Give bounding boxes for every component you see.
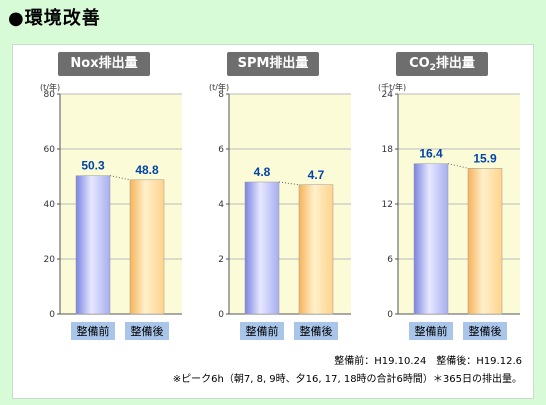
bar-before bbox=[244, 181, 280, 315]
chart-svg-2: (千t/年) 0 6 12 18 24 16.4 15.9 整備前 整備後 bbox=[378, 82, 520, 340]
category-label: 整備前 bbox=[246, 324, 279, 338]
chart-title-text: SPM排出量 bbox=[237, 56, 309, 71]
category-label-bg bbox=[294, 322, 338, 340]
y-tick-label: 18 bbox=[382, 145, 394, 155]
bar-after bbox=[467, 168, 503, 315]
y-tick-label: 6 bbox=[387, 255, 393, 265]
footnote-dates: 整備前：H19.10.24 整備後：H19.12.6 bbox=[334, 356, 522, 367]
category-label: 整備前 bbox=[77, 324, 110, 338]
trend-connector bbox=[447, 163, 469, 169]
value-label: 4.7 bbox=[308, 168, 325, 182]
y-tick-label: 4 bbox=[218, 200, 224, 210]
chart-title-1: SPM排出量 bbox=[227, 52, 319, 76]
chart-title-0: Nox排出量 bbox=[58, 52, 150, 76]
chart-svg-1: (t/年) 0 2 4 6 8 4.8 4.7 整備前 整備後 bbox=[209, 82, 351, 340]
y-tick-label: 0 bbox=[218, 310, 224, 320]
y-tick-label: 24 bbox=[382, 90, 394, 100]
category-label-bg bbox=[71, 322, 115, 340]
chart-title-2: CO2排出量 bbox=[396, 52, 488, 76]
value-label: 4.8 bbox=[254, 165, 271, 179]
bar-before bbox=[413, 163, 449, 315]
value-label: 15.9 bbox=[473, 151, 497, 165]
y-unit-label: (t/年) bbox=[209, 82, 229, 92]
category-label: 整備前 bbox=[415, 324, 448, 338]
y-unit-label: (千t/年) bbox=[378, 82, 406, 92]
bar-after bbox=[298, 184, 334, 315]
category-label: 整備後 bbox=[469, 324, 502, 338]
y-tick-label: 2 bbox=[218, 255, 224, 265]
y-tick-label: 12 bbox=[382, 200, 393, 210]
y-tick-label: 20 bbox=[44, 255, 56, 265]
trend-connector bbox=[278, 181, 300, 186]
footnote-method: ※ピーク6h（朝7, 8, 9時、夕16, 17, 18時の合計6時間）＊365… bbox=[172, 374, 522, 385]
y-unit-label: (t/年) bbox=[40, 82, 60, 92]
footnotes: 整備前：H19.10.24 整備後：H19.12.6 ※ピーク6h（朝7, 8,… bbox=[173, 353, 522, 389]
category-label: 整備後 bbox=[131, 324, 164, 338]
chart-title-suffix: 排出量 bbox=[435, 56, 475, 71]
category-label-bg bbox=[409, 322, 453, 340]
bar-before bbox=[75, 175, 111, 315]
page-title: ●環境改善 bbox=[8, 8, 101, 29]
chart-svg-0: (t/年) 0 20 40 60 80 50.3 48.8 整備前 整備後 bbox=[40, 82, 182, 340]
category-label-bg bbox=[240, 322, 284, 340]
category-label: 整備後 bbox=[300, 324, 333, 338]
y-tick-label: 6 bbox=[218, 145, 224, 155]
value-label: 48.8 bbox=[135, 163, 159, 177]
trend-connector bbox=[109, 175, 131, 181]
y-tick-label: 60 bbox=[44, 145, 56, 155]
category-label-bg bbox=[125, 322, 169, 340]
chart-title-text: Nox排出量 bbox=[70, 56, 138, 71]
y-tick-label: 0 bbox=[49, 310, 55, 320]
y-tick-label: 0 bbox=[387, 310, 393, 320]
y-tick-label: 40 bbox=[44, 200, 56, 210]
value-label: 50.3 bbox=[81, 159, 105, 173]
y-tick-label: 80 bbox=[44, 90, 56, 100]
category-label-bg bbox=[463, 322, 507, 340]
value-label: 16.4 bbox=[419, 147, 443, 161]
y-tick-label: 8 bbox=[218, 90, 224, 100]
bar-after bbox=[129, 179, 165, 315]
chart-title-subscript: 2 bbox=[429, 63, 436, 73]
chart-title-text: CO bbox=[409, 56, 430, 71]
